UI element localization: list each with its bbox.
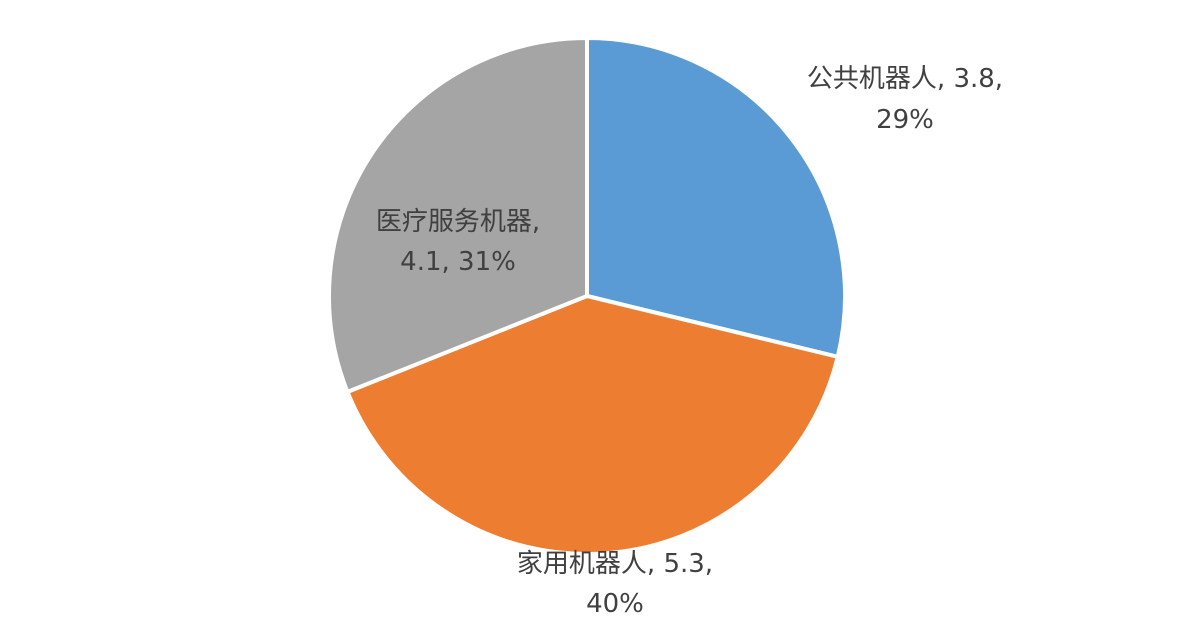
data-label-slice-3-line-1: 医疗服务机器, xyxy=(376,207,540,237)
data-label-slice-3-line-2: 4.1, 31% xyxy=(400,247,516,277)
pie-slices xyxy=(327,36,847,556)
data-label-slice-1-line-1: 公共机器人, 3.8, xyxy=(807,64,1003,94)
data-label-slice-1-line-2: 29% xyxy=(876,105,934,135)
pie-slice-1 xyxy=(585,36,847,359)
pie-slice-3 xyxy=(327,36,589,394)
data-label-slice-2-line-1: 家用机器人, 5.3, xyxy=(517,549,713,579)
data-label-slice-2-line-2: 40% xyxy=(586,589,644,619)
pie-slice-2 xyxy=(345,294,840,556)
data-labels: 公共机器人, 3.8, 29% 家用机器人, 5.3, 40% 医疗服务机器, … xyxy=(376,64,1003,619)
